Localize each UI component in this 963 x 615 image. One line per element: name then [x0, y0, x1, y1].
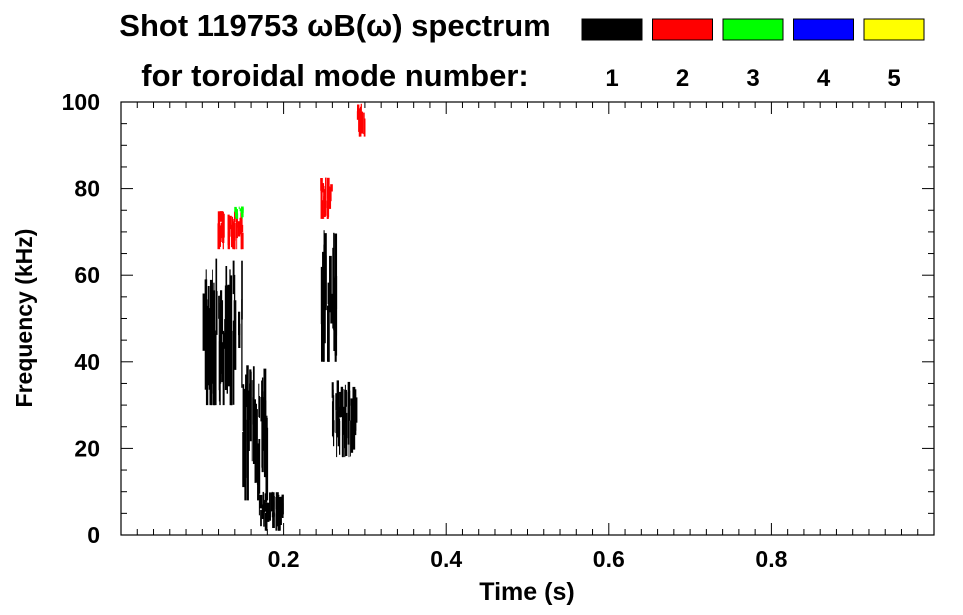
legend-swatch-2 — [652, 18, 713, 41]
axis-ticks: 0.2 0.4 0.6 0.8 0 20 40 60 80 100 — [62, 89, 934, 572]
y-tick-label: 80 — [74, 176, 100, 202]
mode-1-region — [242, 365, 269, 501]
legend: 1 2 3 4 5 — [581, 18, 925, 92]
y-tick-label: 0 — [87, 522, 100, 548]
mode-3-region — [234, 206, 244, 219]
legend-label-1: 1 — [605, 65, 618, 92]
legend-swatch-4 — [793, 18, 854, 41]
x-tick-label: 0.4 — [430, 546, 462, 572]
legend-swatch-5 — [863, 18, 925, 41]
mode-1-region — [202, 258, 243, 406]
legend-swatch-1 — [581, 18, 643, 41]
y-tick-label: 60 — [74, 262, 100, 288]
x-tick-label: 0.8 — [755, 546, 787, 572]
mode-1-region — [320, 230, 338, 362]
legend-label-3: 3 — [746, 65, 759, 92]
y-axis-label: Frequency (kHz) — [11, 229, 37, 408]
x-tick-label: 0.2 — [268, 546, 300, 572]
legend-label-5: 5 — [887, 65, 900, 92]
legend-swatch-3 — [722, 18, 784, 41]
y-tick-label: 100 — [62, 89, 100, 115]
x-axis-label: Time (s) — [479, 578, 574, 606]
legend-label-2: 2 — [676, 65, 689, 92]
y-tick-label: 20 — [74, 435, 100, 461]
y-tick-label: 40 — [74, 349, 100, 375]
mode-1-region — [331, 380, 358, 458]
mode-1-region — [258, 491, 284, 531]
chart-title-line1: Shot 119753 ωB(ω) spectrum — [119, 8, 550, 43]
spectrum-data — [202, 103, 366, 531]
legend-label-4: 4 — [817, 65, 831, 92]
mode-2-region — [356, 103, 366, 137]
mode-2-region — [217, 211, 244, 250]
chart-title-line2: for toroidal mode number: — [141, 58, 529, 93]
mode-2-region — [320, 177, 333, 219]
x-tick-label: 0.6 — [593, 546, 625, 572]
